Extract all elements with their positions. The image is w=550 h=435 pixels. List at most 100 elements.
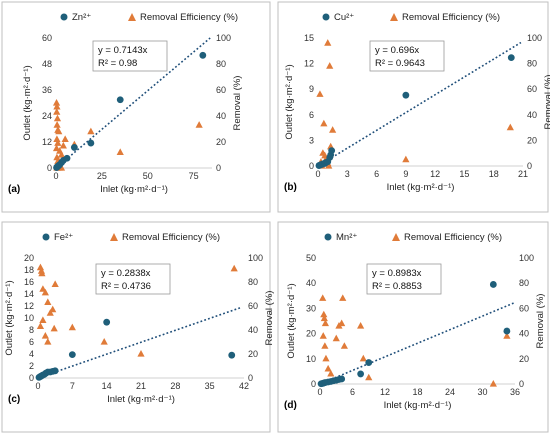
removal-point bbox=[320, 119, 328, 127]
outlet-point bbox=[116, 96, 124, 104]
y2-tick-label: 20 bbox=[216, 137, 226, 147]
y2-tick-label: 40 bbox=[527, 110, 537, 120]
equation-box bbox=[95, 263, 171, 295]
outlet-point bbox=[365, 359, 373, 366]
x-tick-label: 12 bbox=[380, 387, 390, 397]
x-tick-label: 28 bbox=[170, 381, 180, 391]
removal-point bbox=[325, 162, 333, 169]
legend-outlet-marker bbox=[60, 13, 68, 21]
legend-outlet-marker bbox=[42, 233, 50, 241]
trend-r-squared: R² = 0.98 bbox=[98, 58, 137, 69]
removal-point bbox=[53, 153, 61, 161]
panel-a: 0 25 50 75 0 12 24 36 48 60 0 20 40 60 80 100 Inlet (kg·… bbox=[1, 1, 271, 213]
trend-equation: y = 0.696x bbox=[375, 45, 419, 56]
removal-point bbox=[51, 280, 59, 287]
removal-point bbox=[53, 135, 61, 142]
legend-outlet-label: Cu²⁺ bbox=[334, 12, 354, 23]
x-tick-label: 6 bbox=[350, 387, 355, 397]
removal-point bbox=[44, 298, 52, 305]
x-tick-label: 75 bbox=[189, 171, 199, 181]
removal-point bbox=[338, 319, 346, 327]
y-tick-label: 4 bbox=[29, 349, 34, 359]
removal-point bbox=[322, 354, 330, 362]
y-axis-title: Outlet (kg·m²·d⁻¹) bbox=[284, 64, 295, 139]
x-tick-label: 0 bbox=[53, 171, 58, 181]
x-tick-label: 30 bbox=[477, 387, 487, 397]
removal-point bbox=[230, 264, 238, 272]
legend-removal-label: Removal Efficiency (%) bbox=[122, 232, 220, 243]
removal-point bbox=[100, 338, 108, 345]
panel-label: (b) bbox=[284, 182, 297, 193]
trendline bbox=[55, 37, 211, 169]
equation-box bbox=[369, 40, 445, 72]
y2-tick-label: 80 bbox=[519, 278, 529, 288]
outlet-point bbox=[63, 154, 71, 162]
x-tick-label: 12 bbox=[430, 169, 440, 179]
removal-point bbox=[357, 322, 365, 329]
removal-point bbox=[36, 322, 45, 329]
outlet-point bbox=[228, 351, 236, 359]
removal-point bbox=[116, 148, 124, 155]
removal-point bbox=[506, 123, 514, 131]
y2-tick-label: 60 bbox=[248, 301, 258, 311]
outlet-point bbox=[402, 91, 410, 99]
y-tick-label: 20 bbox=[306, 329, 316, 339]
x-tick-label: 24 bbox=[445, 387, 455, 397]
removal-point bbox=[319, 332, 327, 339]
trend-r-squared: R² = 0.9643 bbox=[375, 58, 425, 69]
y-tick-label: 60 bbox=[42, 33, 52, 43]
y2-tick-label: 0 bbox=[519, 379, 524, 389]
removal-point bbox=[54, 139, 62, 146]
outlet-point bbox=[489, 281, 497, 288]
legend-outlet-marker bbox=[322, 13, 330, 21]
y-tick-label: 10 bbox=[24, 313, 34, 323]
y2-tick-label: 20 bbox=[519, 354, 529, 364]
removal-point bbox=[320, 310, 328, 318]
y2-axis-title: Removal (%) bbox=[535, 294, 546, 349]
removal-point bbox=[53, 114, 62, 122]
x-axis-title: Inlet (kg·m²·d⁻¹) bbox=[387, 182, 455, 193]
x-tick-label: 35 bbox=[205, 381, 215, 391]
legend-outlet-marker bbox=[324, 233, 332, 241]
x-axis-title: Inlet (kg·m²·d⁻¹) bbox=[384, 400, 452, 411]
panel-border bbox=[277, 221, 549, 433]
y2-tick-label: 40 bbox=[519, 329, 529, 339]
x-tick-label: 6 bbox=[374, 169, 379, 179]
y2-axis-title: Removal (%) bbox=[543, 75, 550, 130]
removal-point bbox=[319, 294, 327, 301]
legend-outlet-label: Mn²⁺ bbox=[336, 232, 357, 243]
outlet-point bbox=[357, 370, 365, 378]
outlet-point bbox=[51, 367, 59, 375]
removal-point bbox=[339, 294, 347, 301]
removal-point bbox=[329, 126, 337, 133]
x-tick-label: 0 bbox=[315, 169, 320, 179]
legend-removal-marker bbox=[110, 233, 118, 241]
y2-tick-label: 60 bbox=[519, 303, 529, 313]
x-axis-title: Inlet (kg·m²·d⁻¹) bbox=[100, 184, 168, 195]
y-tick-label: 0 bbox=[311, 379, 316, 389]
x-tick-label: 42 bbox=[239, 381, 249, 391]
x-tick-label: 7 bbox=[70, 381, 75, 391]
removal-point bbox=[332, 334, 340, 342]
trend-equation: y = 0.8983x bbox=[372, 268, 422, 279]
y-tick-label: 10 bbox=[306, 354, 316, 364]
y2-tick-label: 0 bbox=[527, 161, 532, 171]
trend-r-squared: R² = 0.4736 bbox=[101, 281, 151, 292]
removal-point bbox=[61, 135, 69, 142]
y-tick-label: 8 bbox=[29, 325, 34, 335]
y-tick-label: 0 bbox=[29, 373, 34, 383]
y-tick-label: 3 bbox=[309, 135, 314, 145]
removal-point bbox=[137, 350, 145, 357]
y-axis-title: Outlet (kg·m²·d⁻¹) bbox=[22, 65, 33, 140]
trendline bbox=[37, 306, 242, 379]
legend-removal-label: Removal Efficiency (%) bbox=[404, 232, 502, 243]
panel-border bbox=[277, 1, 549, 213]
panel-d: 0 6 12 18 24 30 3601020304050020406080100Inlet… bbox=[277, 221, 549, 433]
y-tick-label: 20 bbox=[24, 253, 34, 263]
x-tick-label: 50 bbox=[143, 171, 153, 181]
y2-tick-label: 20 bbox=[248, 349, 258, 359]
y2-tick-label: 100 bbox=[248, 253, 263, 263]
x-tick-label: 18 bbox=[489, 169, 499, 179]
y-axis-title: Outlet (kg·m²·d⁻¹) bbox=[4, 280, 15, 355]
